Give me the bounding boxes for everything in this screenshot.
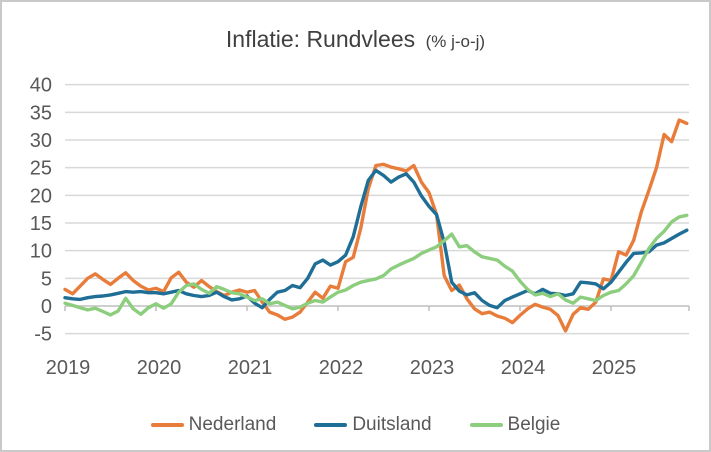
y-tick-label: 5 (41, 268, 52, 290)
x-tick-label: 2021 (228, 357, 273, 379)
legend-label-nederland: Nederland (188, 414, 277, 435)
legend: Nederland Duitsland Belgie (2, 414, 709, 436)
y-tick-label: 0 (41, 296, 52, 318)
legend-label-belgie: Belgie (507, 414, 561, 435)
legend-item-nederland: Nederland (150, 414, 277, 436)
legend-item-duitsland: Duitsland (314, 414, 432, 436)
x-tick-label: 2023 (410, 357, 455, 379)
series-line-belgie (63, 213, 689, 317)
x-tick-label: 2022 (319, 357, 364, 379)
y-tick-label: 20 (30, 185, 52, 207)
y-tick-label: 10 (30, 241, 52, 263)
chart-title-suffix: (% j-o-j) (425, 32, 486, 51)
legend-swatch-nederland (150, 423, 184, 427)
x-tick-label: 2019 (46, 357, 91, 379)
series-line-duitsland (63, 168, 689, 310)
y-tick-label: 25 (30, 158, 52, 180)
legend-swatch-belgie (469, 423, 503, 427)
y-tick-label: 30 (30, 130, 52, 152)
y-tick-label: 15 (30, 213, 52, 235)
legend-item-belgie: Belgie (469, 414, 561, 436)
chart-title-text: Inflatie: Rundvlees (225, 26, 416, 52)
legend-swatch-duitsland (314, 423, 348, 427)
x-tick-label: 2020 (137, 357, 182, 379)
legend-label-duitsland: Duitsland (352, 414, 432, 435)
y-tick-label: 40 (30, 75, 52, 97)
x-tick-label: 2024 (501, 357, 546, 379)
y-tick-label: 35 (30, 102, 52, 124)
chart-title: Inflatie: Rundvlees (% j-o-j) (2, 26, 709, 53)
series-line-nederland (63, 118, 689, 333)
y-tick-label: -5 (34, 324, 52, 346)
x-tick-label: 2025 (592, 357, 637, 379)
